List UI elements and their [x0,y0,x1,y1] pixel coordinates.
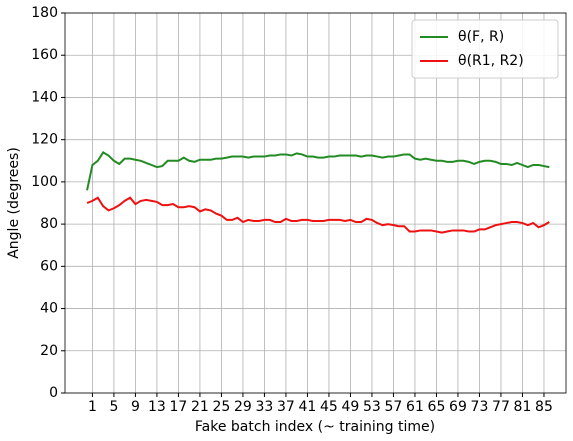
x-tick-label: 37 [277,399,295,415]
series-line [86,150,550,191]
x-tick-label: 41 [299,399,317,415]
y-tick-label: 160 [31,47,58,63]
x-tick-label: 29 [234,399,252,415]
x-tick-label: 53 [363,399,381,415]
y-tick-label: 0 [49,385,58,401]
x-axis-label: Fake batch index (~ training time) [195,419,435,435]
x-tick-label: 17 [170,399,188,415]
x-tick-label: 45 [320,399,338,415]
x-tick-label: 21 [191,399,209,415]
x-tick-label: 57 [385,399,403,415]
x-tick-label: 25 [213,399,231,415]
x-tick-label: 69 [449,399,467,415]
y-axis-label: Angle (degrees) [6,147,22,259]
x-tick-label: 5 [109,399,118,415]
legend-box [411,19,559,79]
legend-label: θ(R1, R2) [458,53,524,69]
x-tick-label: 73 [471,399,489,415]
series-line [86,196,550,234]
x-tick-label: 33 [256,399,274,415]
x-tick-label: 65 [428,399,446,415]
y-tick-label: 40 [40,301,58,317]
y-tick-label: 140 [31,89,58,105]
x-tick-label: 9 [131,399,140,415]
x-tick-label: 49 [342,399,360,415]
x-tick-label: 81 [514,399,532,415]
legend-label: θ(F, R) [458,29,504,45]
x-tick-label: 1 [88,399,97,415]
x-tick-label: 85 [535,399,553,415]
y-tick-label: 180 [31,5,58,21]
x-tick-label: 13 [148,399,166,415]
x-tick-label: 61 [406,399,424,415]
x-tick-label: 77 [492,399,510,415]
y-tick-label: 60 [40,258,58,274]
plot-frame [64,12,567,394]
y-tick-label: 80 [40,216,58,232]
y-tick-label: 20 [40,343,58,359]
y-tick-label: 120 [31,132,58,148]
y-tick-label: 100 [31,174,58,190]
